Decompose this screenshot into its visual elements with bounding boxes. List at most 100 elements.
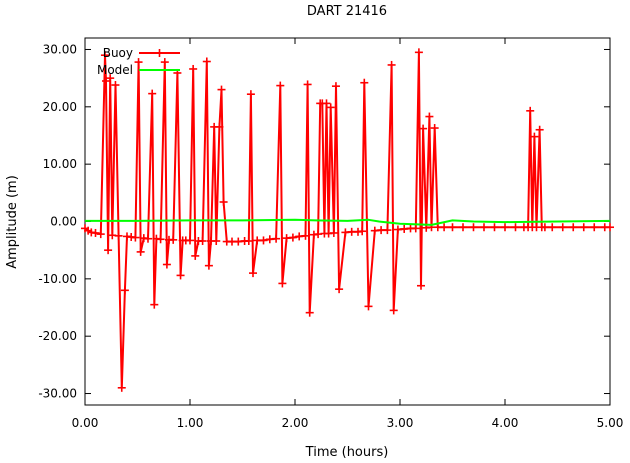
buoy-point — [259, 236, 268, 245]
buoy-point — [217, 85, 226, 94]
buoy-point — [335, 285, 344, 294]
buoy-point — [120, 286, 129, 295]
model-series-line — [85, 218, 611, 226]
buoy-point — [246, 90, 255, 99]
x-axis-title: Time (hours) — [305, 445, 389, 460]
y-tick-label: -30.00 — [38, 387, 77, 401]
buoy-point — [100, 51, 109, 60]
buoy-point — [204, 261, 213, 270]
buoy-point — [419, 124, 428, 133]
y-tick-label: 10.00 — [43, 157, 77, 171]
buoy-point — [117, 383, 126, 392]
buoy-point — [526, 106, 535, 115]
buoy-point — [303, 80, 312, 89]
buoy-point — [106, 74, 115, 83]
y-axis: 30.00 20.00 10.00 0.00 -10.00 -20.00 -30.00 — [38, 42, 610, 401]
buoy-point — [160, 58, 169, 67]
x-tick-label: 1.00 — [177, 416, 204, 430]
buoy-point — [448, 223, 457, 232]
buoy-point — [198, 236, 207, 245]
buoy-point — [383, 226, 392, 235]
x-axis: 0.00 1.00 2.00 3.00 4.00 5.00 — [72, 38, 624, 430]
legend-label-buoy: Buoy — [103, 46, 133, 60]
buoy-point — [414, 48, 423, 57]
buoy-point — [389, 306, 398, 315]
buoy-point — [189, 64, 198, 73]
legend: Buoy Model — [97, 46, 180, 77]
buoy-point — [511, 223, 520, 232]
buoy-point — [176, 271, 185, 280]
buoy-point — [360, 78, 369, 87]
buoy-point — [102, 77, 110, 86]
buoy-point — [104, 246, 113, 255]
buoy-point — [322, 99, 331, 108]
buoy-point — [111, 81, 120, 90]
buoy-point — [440, 223, 449, 232]
buoy-point — [364, 302, 373, 311]
buoy-point — [535, 125, 544, 134]
buoy-point — [150, 300, 159, 309]
buoy-point — [358, 227, 367, 236]
buoy-point — [301, 231, 310, 240]
buoy-point — [411, 224, 420, 233]
buoy-point — [96, 230, 105, 239]
buoy-point — [91, 228, 100, 237]
buoy-point — [305, 308, 314, 317]
buoy-point — [417, 281, 425, 290]
buoy-point — [387, 60, 396, 69]
buoy-point — [540, 223, 549, 232]
buoy-point — [579, 223, 588, 232]
buoy-point — [272, 234, 281, 243]
buoy-point — [114, 231, 123, 240]
buoy-point — [276, 81, 285, 90]
buoy-point — [131, 233, 140, 242]
buoy-point — [134, 58, 143, 67]
chart-title: DART 21416 — [307, 4, 387, 19]
buoy-point — [480, 223, 488, 232]
buoy-point — [156, 235, 165, 244]
buoy-point — [548, 223, 557, 232]
buoy-point — [490, 223, 499, 232]
y-tick-label: 20.00 — [43, 100, 77, 114]
y-axis-title: Amplitude (m) — [5, 175, 20, 269]
buoy-point — [606, 223, 614, 232]
buoy-point — [425, 112, 434, 121]
buoy-point — [430, 124, 439, 133]
x-tick-label: 5.00 — [597, 416, 624, 430]
buoy-point — [244, 236, 253, 245]
buoy-point — [469, 223, 478, 232]
buoy-point — [501, 223, 509, 232]
x-tick-label: 4.00 — [492, 416, 519, 430]
buoy-point — [558, 223, 567, 232]
buoy-point — [569, 223, 578, 232]
buoy-point — [191, 251, 200, 260]
buoy-point — [136, 247, 145, 256]
y-tick-label: 0.00 — [50, 215, 77, 229]
buoy-point — [459, 223, 467, 232]
buoy-point — [148, 89, 157, 98]
legend-label-model: Model — [97, 63, 133, 77]
buoy-point — [326, 103, 335, 112]
buoy-point — [186, 236, 194, 245]
buoy-point — [219, 198, 228, 207]
buoy-point — [212, 236, 221, 245]
buoy-point — [249, 269, 257, 278]
buoy-point — [530, 132, 539, 141]
buoy-point — [288, 233, 297, 242]
buoy-point — [590, 223, 599, 232]
x-tick-label: 0.00 — [72, 416, 99, 430]
x-tick-label: 3.00 — [387, 416, 414, 430]
buoy-point — [215, 122, 224, 131]
buoy-point — [144, 234, 152, 243]
y-tick-label: -10.00 — [38, 272, 77, 286]
buoy-point — [331, 82, 340, 91]
series-layer — [81, 48, 614, 392]
buoy-point — [202, 57, 211, 66]
buoy-point — [278, 279, 287, 288]
buoy-point — [169, 235, 178, 244]
buoy-point — [162, 260, 171, 269]
y-tick-label: 30.00 — [43, 42, 77, 56]
buoy-point — [329, 228, 338, 237]
x-tick-label: 2.00 — [282, 416, 309, 430]
